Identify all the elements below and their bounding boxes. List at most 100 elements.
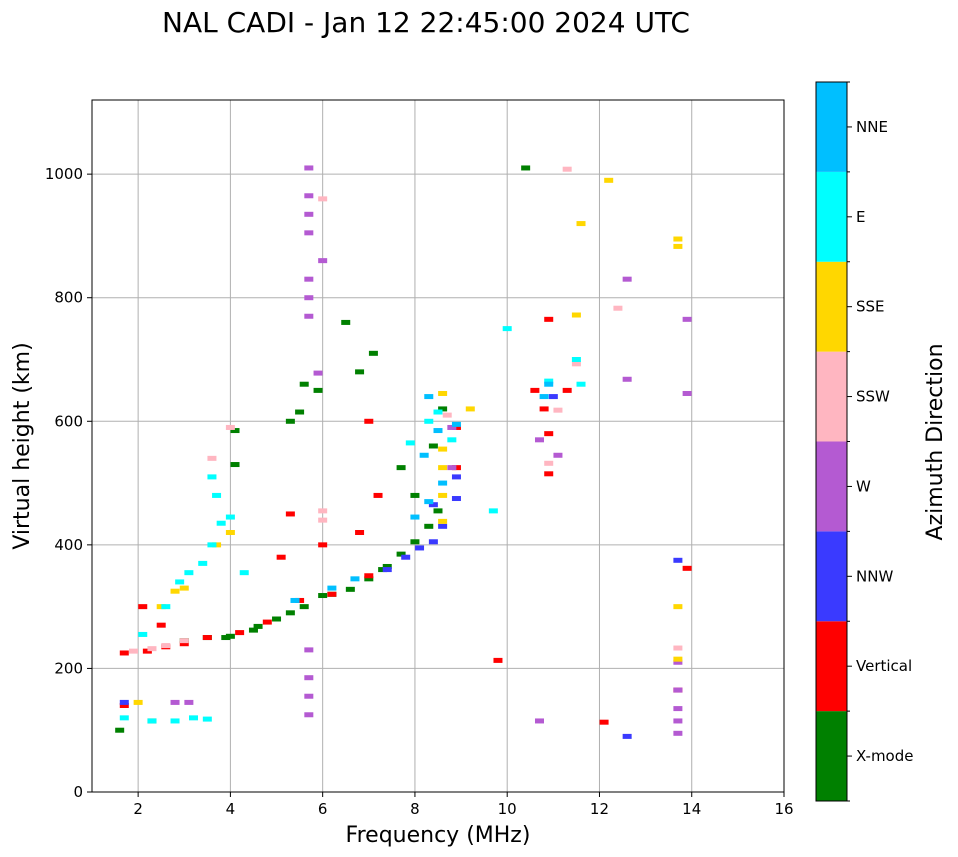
- y-tick-label: 1000: [45, 165, 83, 183]
- colorbar-segment-e: [816, 171, 847, 262]
- data-point-x-mode: [438, 406, 448, 412]
- data-point-nne: [438, 480, 448, 486]
- colorbar-label-vertical: Vertical: [856, 657, 912, 675]
- data-point-x-mode: [345, 586, 355, 592]
- data-point-w: [304, 276, 314, 282]
- data-point-nne: [419, 452, 429, 458]
- data-point-sse: [179, 585, 189, 591]
- data-point-sse: [571, 312, 581, 318]
- data-point-vertical: [202, 635, 212, 641]
- data-point-e: [239, 570, 249, 576]
- data-point-vertical: [599, 719, 609, 725]
- gridlines: [92, 100, 785, 793]
- data-point-x-mode: [428, 443, 438, 449]
- data-point-x-mode: [396, 465, 406, 471]
- data-point-w: [622, 276, 632, 282]
- data-point-w: [304, 693, 314, 699]
- data-point-w: [447, 424, 457, 430]
- data-point-x-mode: [295, 409, 305, 415]
- data-point-w: [673, 706, 683, 712]
- data-point-x-mode: [225, 633, 235, 639]
- y-tick-label: 0: [73, 783, 83, 801]
- data-point-e: [502, 326, 512, 332]
- x-tick-label: 6: [318, 800, 328, 818]
- data-point-ssw: [562, 166, 572, 172]
- data-point-vertical: [262, 619, 272, 625]
- data-point-w: [673, 718, 683, 724]
- x-tick-label: 4: [226, 800, 236, 818]
- data-point-ssw: [544, 460, 554, 466]
- data-point-w: [673, 659, 683, 665]
- data-point-vertical: [451, 465, 461, 471]
- data-point-nnw: [401, 554, 411, 560]
- y-tick-label: 200: [54, 659, 83, 677]
- data-point-x-mode: [230, 462, 240, 468]
- data-point-w: [682, 316, 692, 322]
- data-point-ssw: [147, 646, 157, 652]
- data-point-x-mode: [355, 369, 365, 375]
- data-point-nne: [544, 381, 554, 387]
- y-axis-label: Virtual height (km): [10, 342, 35, 549]
- data-point-w: [553, 452, 563, 458]
- data-point-sse: [673, 604, 683, 610]
- colorbar: X-mode Vertical NNW W SSW SSE E NNE: [816, 81, 913, 802]
- data-point-w: [304, 675, 314, 681]
- data-point-w: [304, 211, 314, 217]
- x-tick-label: 16: [774, 800, 793, 818]
- data-point-e: [184, 570, 194, 576]
- data-point-vertical: [276, 554, 286, 560]
- y-tick-label: 800: [54, 289, 83, 307]
- colorbar-frame: [815, 81, 848, 802]
- y-tick-label: 400: [54, 536, 83, 554]
- data-point-sse: [170, 588, 180, 594]
- data-point-ssw: [161, 643, 171, 649]
- colorbar-label-e: E: [856, 208, 865, 226]
- data-point-e: [202, 716, 212, 722]
- data-point-vertical: [156, 622, 166, 628]
- data-point-nnw: [451, 496, 461, 502]
- data-point-vertical: [142, 648, 152, 654]
- data-point-vertical: [179, 641, 189, 647]
- data-point-vertical: [530, 387, 540, 393]
- data-point-e: [424, 418, 434, 424]
- data-point-w: [184, 699, 194, 705]
- data-point-sse: [156, 604, 166, 610]
- data-point-vertical: [544, 316, 554, 322]
- data-point-sse: [438, 390, 448, 396]
- data-point-w: [622, 376, 632, 382]
- x-axis-label: Frequency (MHz): [346, 823, 531, 848]
- y-tick-label: 600: [54, 412, 83, 430]
- chart-title: NAL CADI - Jan 12 22:45:00 2024 UTC: [162, 6, 690, 39]
- data-point-e: [119, 715, 129, 721]
- data-point-ssw: [129, 648, 139, 654]
- data-point-ssw: [207, 455, 217, 461]
- data-point-x-mode: [368, 350, 378, 356]
- data-point-sse: [576, 221, 586, 227]
- data-point-x-mode: [424, 523, 434, 529]
- data-point-nne: [410, 514, 420, 520]
- data-point-w: [304, 295, 314, 301]
- data-point-nne: [424, 394, 434, 400]
- colorbar-segment-nne: [816, 82, 847, 172]
- data-point-nnw: [673, 557, 683, 563]
- data-point-x-mode: [382, 563, 392, 569]
- data-point-x-mode: [285, 610, 295, 616]
- data-point-e: [198, 560, 208, 566]
- data-point-w: [313, 370, 323, 376]
- data-point-e: [138, 631, 148, 637]
- data-point-w: [304, 647, 314, 653]
- data-point-x-mode: [248, 627, 258, 633]
- data-point-nne: [290, 597, 300, 603]
- data-point-e: [161, 604, 171, 610]
- data-point-ssw: [179, 638, 189, 644]
- data-point-w: [318, 258, 328, 264]
- colorbar-segment-vertical: [816, 621, 847, 712]
- data-point-x-mode: [410, 539, 420, 545]
- data-point-vertical: [493, 657, 503, 663]
- data-point-x-mode: [253, 623, 263, 629]
- data-point-e: [175, 579, 185, 585]
- data-point-x-mode: [285, 418, 295, 424]
- data-point-w: [304, 313, 314, 319]
- data-point-e: [576, 381, 586, 387]
